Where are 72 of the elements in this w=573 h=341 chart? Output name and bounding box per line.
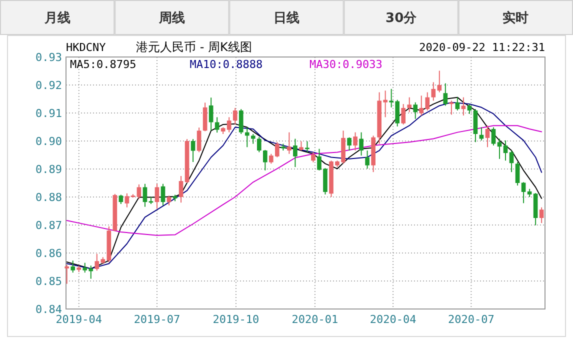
candlestick: [413, 102, 418, 120]
candlestick: [515, 162, 520, 186]
x-tick-label: 2020-07: [448, 313, 494, 326]
text: 2020-09-22 11:22:31: [419, 41, 545, 54]
candlestick: [443, 82, 448, 106]
candlestick: [142, 183, 148, 208]
candlestick: [431, 82, 436, 102]
x-tick-label: 2020-04: [370, 313, 417, 326]
candlestick: [491, 126, 496, 146]
y-tick-label: 0.90: [36, 135, 62, 148]
candlestick: [479, 126, 484, 141]
candlestick: [64, 264, 70, 284]
y-tick-label: 0.85: [36, 275, 62, 288]
candlestick: [311, 152, 316, 163]
y-tick-label: 0.92: [36, 79, 62, 92]
y-tick-label: 0.91: [36, 107, 62, 120]
y-tick-label: 0.84: [36, 303, 62, 316]
candlestick: [539, 206, 544, 224]
candlestick: [437, 70, 442, 93]
x-tick-label: 2019-04: [56, 313, 102, 326]
tabs: 月线 周线 日线 30分 实时: [0, 0, 573, 35]
candlestick: [70, 260, 76, 274]
candlestick: [238, 108, 244, 134]
x-tick-label: 2019-07: [134, 313, 180, 326]
candlestick: [503, 140, 508, 162]
candlestick: [299, 140, 304, 152]
candlestick: [401, 104, 406, 125]
x-tick-label: 2019-10: [212, 313, 260, 326]
x-tick-label: 2020-01: [292, 313, 338, 326]
candlestick: [154, 183, 160, 210]
candlestick: [244, 126, 250, 148]
text: MA30:0.9033: [310, 58, 382, 71]
candlestick: [202, 102, 208, 132]
y-tick-label: 0.93: [36, 51, 62, 64]
candlestick: [365, 150, 370, 170]
y-tick-label: 0.88: [36, 191, 62, 204]
candlestick: [256, 136, 262, 153]
y-tick-label: 0.89: [36, 163, 62, 176]
chart-subtitle: HKDCNY: [66, 41, 106, 54]
candlestick: [467, 104, 472, 114]
candlestick: [160, 183, 166, 206]
candlestick: [190, 138, 196, 162]
candlestick: [166, 195, 172, 206]
candlestick: [124, 192, 130, 208]
candlestick: [407, 96, 412, 113]
candlestick: [214, 116, 220, 134]
candlestick: [473, 108, 478, 143]
text: MA5:0.8795: [70, 58, 136, 71]
candlestick: [293, 138, 298, 168]
candlestick: [347, 136, 352, 152]
candlestick: [359, 132, 364, 156]
candlestick: [485, 125, 490, 148]
candlestick: [497, 138, 502, 160]
text: MA10:0.8888: [190, 58, 263, 71]
candlestick: [232, 107, 238, 125]
y-tick-label: 0.87: [36, 219, 62, 232]
candlestick: [208, 97, 214, 132]
candlestick: [287, 132, 292, 154]
candlestick: [353, 132, 358, 152]
candlestick: [305, 140, 310, 153]
candlestick: [250, 134, 256, 144]
candlestick: [521, 182, 526, 204]
candlestick: [178, 176, 184, 204]
candlestick: [136, 184, 142, 200]
candlestick: [509, 150, 514, 173]
candlestick: [461, 96, 466, 116]
candlestick: [455, 96, 460, 111]
candlestick: [118, 194, 124, 204]
chart-title: 港元人民币 - 周K线图: [136, 40, 252, 54]
candlestick: [196, 127, 202, 153]
y-tick-label: 0.86: [36, 247, 62, 260]
candlestick: [262, 149, 268, 171]
